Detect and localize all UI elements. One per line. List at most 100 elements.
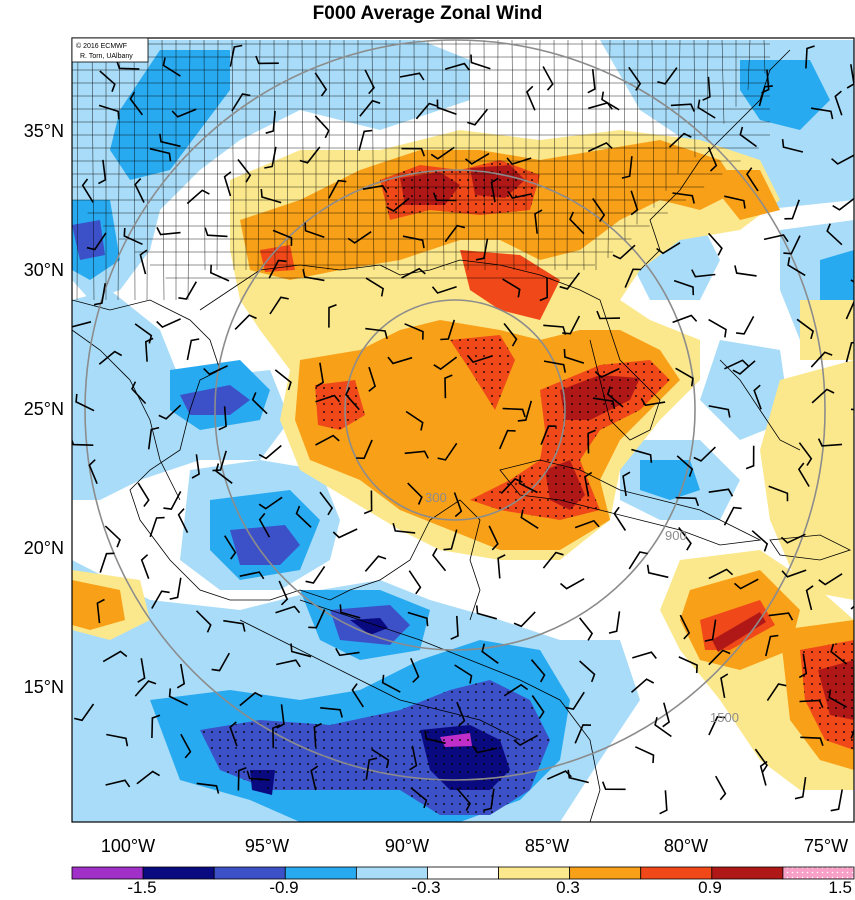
map-title: F000 Average Zonal Wind — [312, 3, 543, 24]
wind-barb — [204, 227, 228, 238]
wind-barb — [386, 197, 410, 212]
wind-barb — [450, 615, 459, 640]
wind-barb — [503, 683, 529, 697]
wind-barb — [436, 99, 457, 115]
wind-barb — [542, 551, 564, 569]
ring-label-900: 900 — [665, 528, 687, 543]
wind-barb — [431, 286, 457, 294]
wind-barb — [443, 529, 458, 551]
wind-barb — [796, 318, 815, 340]
wind-barb — [697, 99, 716, 119]
wind-barb — [817, 438, 843, 447]
wind-barb — [506, 157, 532, 166]
wind-barb — [314, 72, 328, 97]
wind-barb — [708, 318, 727, 338]
wind-barb — [569, 211, 585, 235]
wind-barb — [295, 505, 312, 528]
wind-barb — [269, 296, 289, 315]
wind-barb — [559, 272, 581, 290]
wind-barb — [587, 69, 596, 94]
wind-barb — [234, 314, 257, 330]
wind-barb — [180, 733, 192, 759]
map-plot-area — [72, 38, 854, 822]
wind-barb — [98, 159, 107, 185]
wind-barb — [734, 265, 757, 277]
wind-barb — [203, 365, 228, 376]
wind-barb — [151, 714, 161, 739]
wind-barb — [675, 496, 700, 507]
wind-barb — [229, 44, 243, 67]
wind-barb — [231, 93, 251, 112]
ring-label-1500: 1500 — [710, 710, 739, 725]
wind-barb — [140, 554, 150, 579]
wind-barb — [156, 227, 181, 236]
wind-barb — [308, 609, 326, 629]
wind-barb — [363, 490, 373, 515]
shade-region — [640, 460, 700, 500]
wind-barb — [258, 512, 271, 538]
wind-barb — [144, 337, 154, 362]
wind-barb — [368, 366, 377, 392]
lat-label-20: 20°N — [24, 538, 64, 558]
wind-barb — [275, 605, 301, 614]
wind-barb — [646, 564, 669, 579]
wind-barb — [753, 384, 762, 410]
coastlines — [72, 49, 852, 822]
wind-barb — [691, 269, 716, 278]
wind-barb — [733, 578, 759, 590]
wind-barb — [739, 126, 757, 148]
wind-barb — [272, 229, 293, 246]
wind-barb — [404, 323, 424, 340]
wind-barb — [765, 634, 779, 657]
wind-barb — [799, 699, 824, 709]
wind-barb — [410, 787, 428, 809]
wind-barb — [781, 569, 807, 578]
wind-barb — [218, 406, 227, 431]
wind-barb — [362, 184, 388, 194]
wind-barb — [255, 55, 279, 65]
lon-label-90: 90°W — [385, 836, 429, 856]
wind-barb — [467, 355, 493, 364]
wind-barb — [672, 192, 695, 204]
wind-barb — [402, 235, 425, 249]
wind-barb — [628, 551, 648, 570]
wind-barb — [74, 703, 95, 722]
wind-barb — [540, 425, 557, 445]
wind-barb — [424, 730, 446, 745]
wind-barb — [364, 69, 375, 95]
wind-barb — [723, 506, 742, 526]
latitude-labels: 35°N 30°N 25°N 20°N 15°N — [24, 121, 64, 697]
shade-region — [230, 525, 300, 565]
wind-barb — [672, 314, 698, 324]
us-gulf-coast — [199, 259, 661, 441]
wind-barb — [832, 197, 854, 211]
wind-barb — [432, 192, 457, 202]
ring-300 — [344, 299, 566, 521]
wind-barb — [758, 85, 773, 107]
wind-barb — [467, 108, 489, 126]
wind-barb — [371, 748, 390, 769]
wind-barb — [159, 133, 181, 148]
wind-barb — [579, 660, 596, 683]
wind-barb — [805, 45, 815, 69]
shade-region — [350, 618, 388, 635]
wind-barb — [708, 568, 734, 580]
wind-barb — [456, 701, 466, 727]
stipple-region — [800, 640, 854, 750]
wind-barb — [98, 350, 123, 365]
wind-barb — [272, 724, 281, 749]
wind-barb — [313, 722, 322, 747]
wind-barb — [668, 132, 692, 148]
wind-barb — [408, 570, 422, 595]
wind-barb — [328, 303, 337, 328]
wind-barb — [75, 393, 95, 412]
wind-barb — [526, 85, 536, 111]
wind-barb — [612, 244, 636, 260]
wind-barb — [797, 462, 810, 487]
wind-barb — [290, 643, 312, 658]
lat-label-25: 25°N — [24, 399, 64, 419]
wind-barb — [305, 565, 326, 584]
wind-barb — [430, 146, 455, 160]
wind-barb — [678, 527, 692, 551]
wind-barb — [345, 387, 360, 411]
